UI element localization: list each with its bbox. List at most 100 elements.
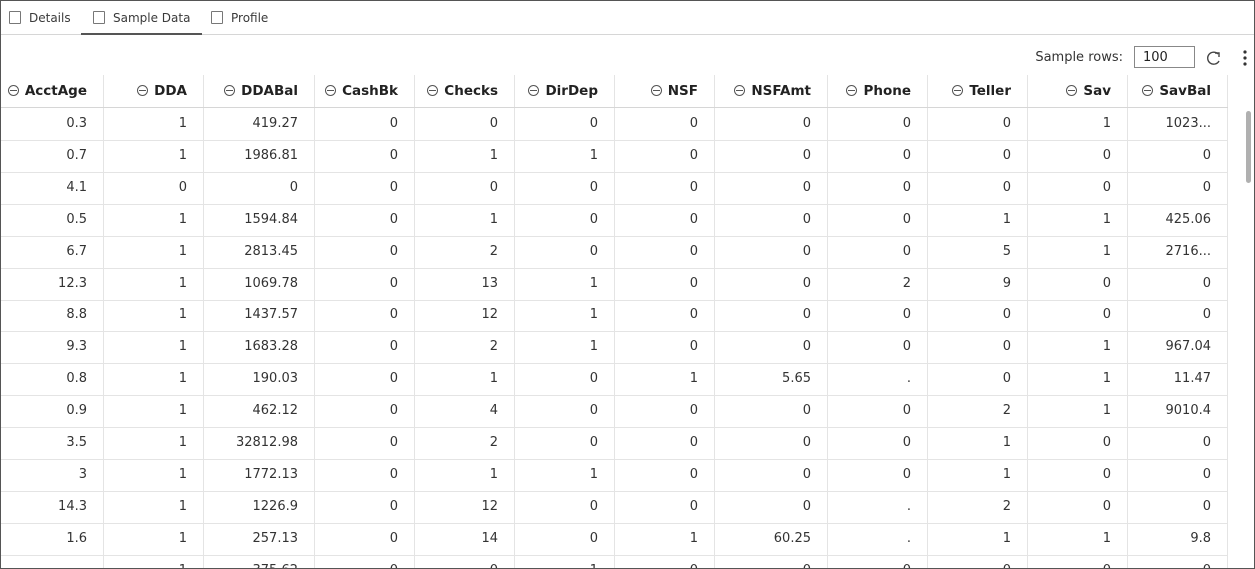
table-cell: 0 bbox=[715, 331, 828, 364]
column-header[interactable]: NSFAmt bbox=[715, 75, 828, 107]
table-cell: 1 bbox=[1028, 108, 1128, 140]
column-name: Sav bbox=[1083, 83, 1111, 99]
column-header[interactable]: Checks bbox=[415, 75, 515, 107]
table-cell: 1 bbox=[104, 108, 204, 140]
table-cell: 8.8 bbox=[1, 299, 104, 332]
table-cell: . bbox=[828, 522, 928, 555]
table-cell: 0 bbox=[515, 363, 615, 396]
column-header[interactable]: Sav bbox=[1028, 75, 1128, 107]
table-cell: 0 bbox=[315, 299, 415, 332]
column-icon bbox=[1066, 85, 1078, 96]
table-cell: 0 bbox=[515, 490, 615, 523]
tab-label: Sample Data bbox=[113, 11, 191, 25]
table-row: 1.6 1 257.13 0 14 0 1 60.25. 1 1 9.8 bbox=[1, 522, 1228, 556]
column-name: NSF bbox=[667, 83, 698, 99]
table-cell: 0 bbox=[1028, 458, 1128, 491]
column-icon bbox=[952, 85, 964, 96]
table-cell: 0 bbox=[928, 171, 1028, 204]
column-header[interactable]: Teller bbox=[928, 75, 1028, 107]
table-cell: 9.8 bbox=[1128, 522, 1228, 555]
table-cell: 0 bbox=[1128, 267, 1228, 300]
column-name: DirDep bbox=[545, 83, 598, 99]
table-cell: 1 bbox=[615, 522, 715, 555]
table-cell: 1 bbox=[515, 299, 615, 332]
table-cell: 6.7 bbox=[1, 235, 104, 268]
column-header[interactable]: Phone bbox=[828, 75, 928, 107]
table-cell: 9010.4 bbox=[1128, 395, 1228, 428]
table-cell: 0 bbox=[928, 331, 1028, 364]
table-cell: 4.1 bbox=[1, 171, 104, 204]
column-icon bbox=[734, 85, 746, 96]
column-name: Teller bbox=[969, 83, 1011, 99]
table-cell: 0 bbox=[1028, 139, 1128, 172]
table-row: 0.5 1 1594.84 0 1 0 0 0 0 1 1 425.06 bbox=[1, 203, 1228, 237]
column-header[interactable]: NSF bbox=[615, 75, 715, 107]
table-cell: 1772.13 bbox=[204, 458, 315, 491]
more-menu[interactable] bbox=[1242, 49, 1248, 67]
table-cell: 1.6 bbox=[1, 522, 104, 555]
table-row: 0.7 1 1986.81 0 1 1 0 0 0 0 0 0 bbox=[1, 139, 1228, 173]
table-cell: 11.47 bbox=[1128, 363, 1228, 396]
table-cell: 0 bbox=[928, 139, 1028, 172]
table-cell: 1683.28 bbox=[204, 331, 315, 364]
table-cell: 0 bbox=[715, 554, 828, 568]
table-cell: 1437.57 bbox=[204, 299, 315, 332]
table-cell: 0 bbox=[1128, 299, 1228, 332]
table-cell: 0 bbox=[615, 554, 715, 568]
column-icon bbox=[137, 85, 149, 96]
tab[interactable]: Details bbox=[9, 1, 71, 34]
column-icon bbox=[650, 85, 662, 96]
table-cell: 0 bbox=[928, 108, 1028, 140]
scrollbar[interactable] bbox=[1246, 111, 1251, 183]
table-cell: 2 bbox=[415, 331, 515, 364]
table-cell: 462.12 bbox=[204, 395, 315, 428]
column-header[interactable]: AcctAge bbox=[1, 75, 104, 107]
tab-icon bbox=[9, 11, 21, 24]
table-cell: 1226.9 bbox=[204, 490, 315, 523]
table-cell: . bbox=[828, 363, 928, 396]
column-header[interactable]: SavBal bbox=[1128, 75, 1228, 107]
table-cell: 1 bbox=[515, 331, 615, 364]
table-cell: 0 bbox=[1028, 554, 1128, 568]
table-row: 0.3 1 419.27 0 0 0 0 0 0 0 1 1023... bbox=[1, 108, 1228, 141]
table-cell: 1 bbox=[104, 331, 204, 364]
table-cell: 0 bbox=[104, 171, 204, 204]
table-cell: 0 bbox=[315, 490, 415, 523]
tab[interactable]: Sample Data bbox=[81, 1, 203, 35]
table-cell: 0 bbox=[315, 139, 415, 172]
table-cell: 0 bbox=[315, 267, 415, 300]
table-cell: 1 bbox=[104, 267, 204, 300]
table-cell: 0 bbox=[315, 458, 415, 491]
table-cell: 0 bbox=[828, 427, 928, 459]
table-cell: 0 bbox=[515, 522, 615, 555]
column-header[interactable]: DDABal bbox=[204, 75, 315, 107]
table-row: 8.8 1 1437.57 0 12 1 0 0 0 0 0 0 bbox=[1, 299, 1228, 333]
table-cell: 0 bbox=[515, 235, 615, 268]
table-cell: 1 bbox=[104, 299, 204, 332]
table-cell: 2 bbox=[828, 267, 928, 300]
sample-rows-label: Sample rows: bbox=[1035, 50, 1123, 65]
column-header[interactable]: DirDep bbox=[515, 75, 615, 107]
column-header[interactable]: DDA bbox=[104, 75, 204, 107]
table-cell: 0 bbox=[315, 522, 415, 555]
table-cell: 0 bbox=[615, 171, 715, 204]
table-cell: 0 bbox=[928, 554, 1028, 568]
table-cell: 257.13 bbox=[204, 522, 315, 555]
sample-rows-input[interactable]: 100 bbox=[1134, 46, 1195, 68]
table-cell: 0 bbox=[615, 490, 715, 523]
header-row: AcctAge DDA DDABal CashBk Checks DirDep NSF NSF… bbox=[1, 75, 1228, 108]
table-cell: 1 bbox=[928, 522, 1028, 555]
column-header[interactable]: CashBk bbox=[315, 75, 415, 107]
table-cell: 14.3 bbox=[1, 490, 104, 523]
tab[interactable]: Profile bbox=[211, 1, 268, 34]
table-cell: 12.3 bbox=[1, 267, 104, 300]
table-cell: 0 bbox=[315, 331, 415, 364]
table-cell: 0 bbox=[615, 331, 715, 364]
table-cell: 0 bbox=[828, 458, 928, 491]
refresh-button[interactable] bbox=[1206, 50, 1222, 66]
table-cell: 2 bbox=[928, 395, 1028, 428]
table-cell: 0.9 bbox=[1, 395, 104, 428]
table-cell: 0 bbox=[615, 299, 715, 332]
table-cell: 0 bbox=[715, 267, 828, 300]
